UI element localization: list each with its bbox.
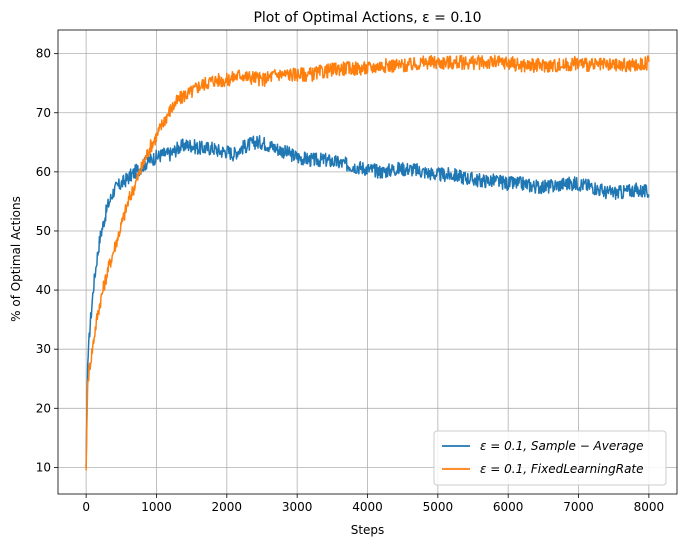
y-axis-label: % of Optimal Actions <box>9 196 23 322</box>
y-tick-label: 20 <box>36 401 51 415</box>
y-tick-label: 60 <box>36 165 51 179</box>
chart-title: Plot of Optimal Actions, ε = 0.10 <box>253 10 481 26</box>
x-tick-label: 5000 <box>423 500 454 514</box>
series-line-sample-average <box>85 134 650 468</box>
series-lines <box>85 54 650 471</box>
series-line-fixed-learning-rate <box>85 54 650 471</box>
x-tick-label: 4000 <box>352 500 383 514</box>
x-axis: 0 1000 2000 3000 4000 5000 6000 7000 8000 <box>82 494 664 514</box>
x-tick-label: 0 <box>82 500 90 514</box>
x-tick-label: 1000 <box>141 500 172 514</box>
y-tick-label: 80 <box>36 47 51 61</box>
x-tick-label: 6000 <box>493 500 524 514</box>
y-tick-label: 50 <box>36 224 51 238</box>
legend-label-sample-average: ε = 0.1, Sample − Average <box>480 439 644 453</box>
y-axis: 10 20 30 40 50 60 70 80 <box>36 47 58 474</box>
legend-label-fixed-learning-rate: ε = 0.1, FixedLearningRate <box>480 462 644 476</box>
x-tick-label: 8000 <box>634 500 665 514</box>
y-tick-label: 40 <box>36 283 51 297</box>
legend-box <box>433 430 667 486</box>
y-tick-label: 30 <box>36 342 51 356</box>
legend: ε = 0.1, Sample − Average ε = 0.1, Fixed… <box>433 430 667 486</box>
x-tick-label: 2000 <box>212 500 243 514</box>
x-axis-label: Steps <box>351 523 385 537</box>
y-tick-label: 10 <box>36 460 51 474</box>
x-tick-label: 7000 <box>563 500 594 514</box>
y-tick-label: 70 <box>36 106 51 120</box>
x-tick-label: 3000 <box>282 500 313 514</box>
